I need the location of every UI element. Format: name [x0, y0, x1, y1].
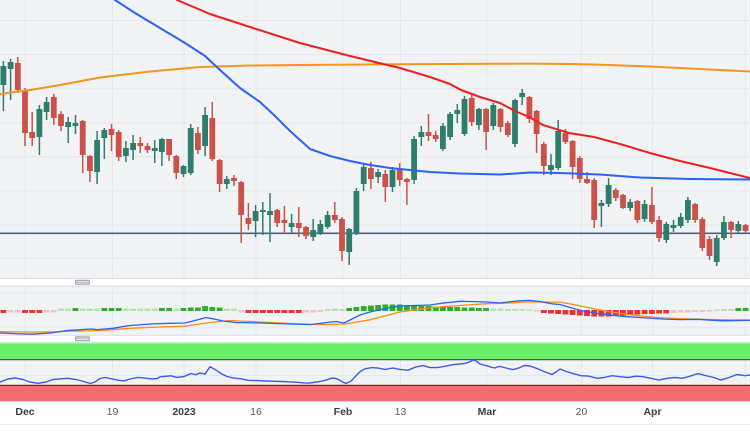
svg-text:13: 13 — [395, 406, 407, 418]
svg-text:16: 16 — [250, 406, 262, 418]
svg-text:Apr: Apr — [643, 406, 661, 418]
svg-text:19: 19 — [107, 406, 119, 418]
svg-text:2023: 2023 — [172, 406, 196, 418]
svg-text:Dec: Dec — [15, 406, 34, 418]
svg-text:Feb: Feb — [334, 406, 353, 418]
svg-text:20: 20 — [576, 406, 588, 418]
svg-text:Mar: Mar — [478, 406, 497, 418]
